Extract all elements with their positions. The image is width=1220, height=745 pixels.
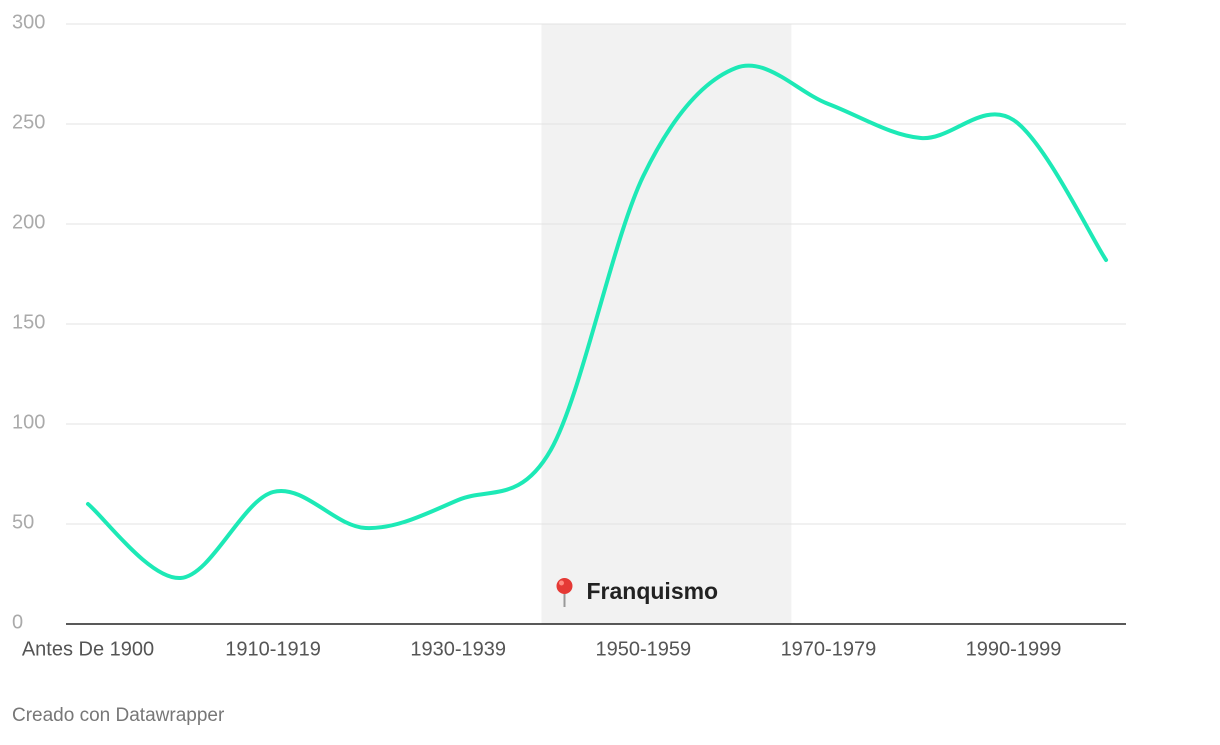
x-tick-label: 1950-1959 bbox=[595, 638, 691, 660]
pin-head bbox=[556, 578, 573, 594]
x-tick-label: 1970-1979 bbox=[781, 638, 877, 660]
y-tick-label: 50 bbox=[12, 511, 34, 533]
footer: Creado con Datawrapper bbox=[12, 705, 225, 726]
y-tick-label: 150 bbox=[12, 311, 45, 333]
y-tick-label: 250 bbox=[12, 111, 45, 133]
data-line bbox=[86, 63, 1109, 581]
highlight-label: Franquismo bbox=[586, 578, 718, 604]
y-tick-label: 100 bbox=[12, 411, 45, 433]
y-tick-label: 300 bbox=[12, 11, 45, 33]
x-tick-label: 1990-1999 bbox=[966, 638, 1062, 660]
x-tick-label: 1930-1939 bbox=[410, 638, 506, 660]
x-tick-label: Antes De 1900 bbox=[22, 638, 154, 660]
y-tick-label: 200 bbox=[12, 211, 45, 233]
y-tick-label: 0 bbox=[12, 611, 23, 633]
x-tick-label: 1910-1919 bbox=[225, 638, 321, 660]
pin-shine bbox=[558, 580, 564, 586]
pin-icon bbox=[556, 578, 573, 607]
